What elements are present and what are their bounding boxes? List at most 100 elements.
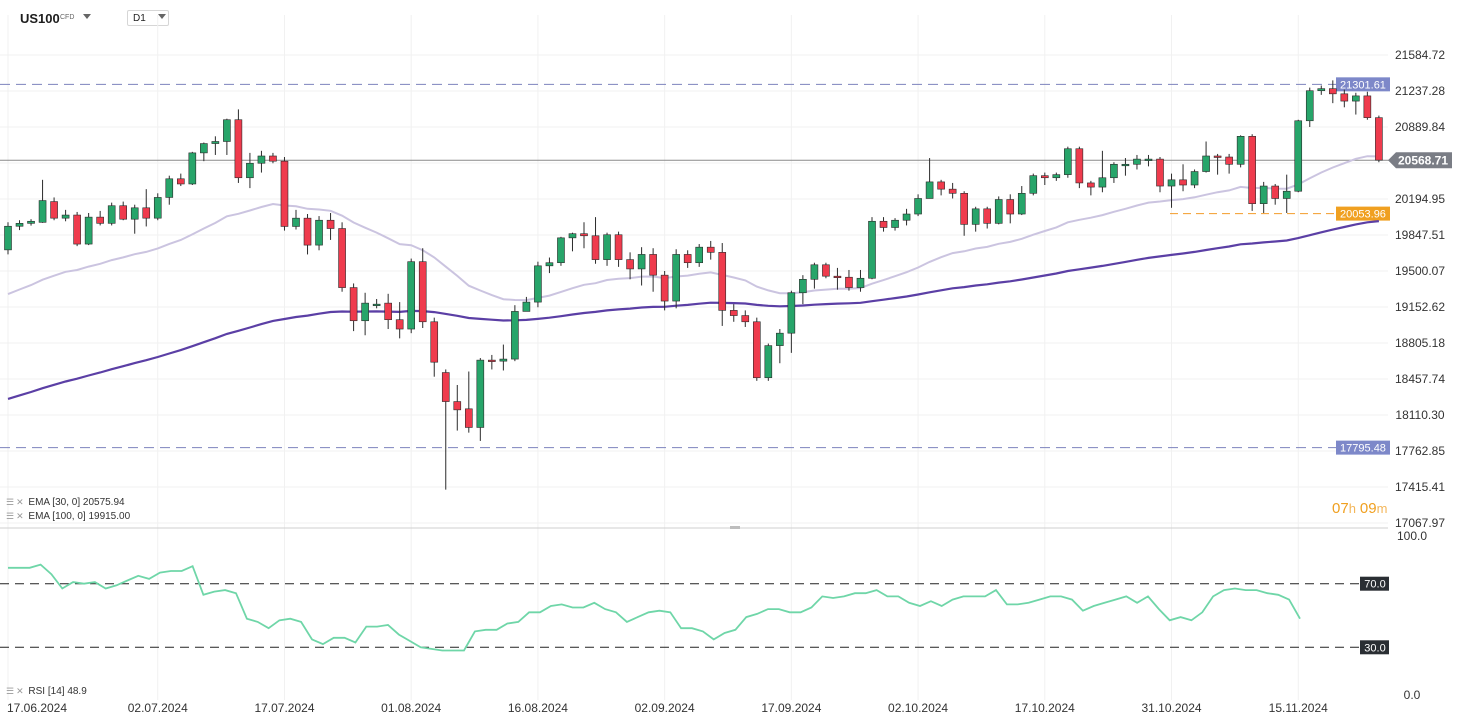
candle-body <box>1259 185 1268 204</box>
candle <box>246 152 254 189</box>
candle-body <box>1294 120 1303 192</box>
candle-body <box>453 401 462 411</box>
timeframe-chevron-down-icon[interactable] <box>158 14 166 19</box>
candle-body <box>660 274 669 302</box>
rsi-label: RSI [14] 48.9 <box>28 686 87 697</box>
candle <box>522 296 531 312</box>
candle <box>234 109 243 183</box>
candle-body <box>557 237 565 264</box>
symbol-chevron-down-icon[interactable] <box>83 14 91 19</box>
candle <box>223 118 231 155</box>
y-tick-label: 19152.62 <box>1395 300 1445 314</box>
candle-body <box>879 220 888 228</box>
candle <box>902 208 911 226</box>
candle-body <box>4 225 12 251</box>
candle <box>810 262 819 289</box>
candle <box>211 136 220 155</box>
timeframe-selector[interactable]: D1 <box>127 10 169 26</box>
candle-body <box>223 119 231 142</box>
candle-body <box>649 254 657 276</box>
y-tick-label: 17415.41 <box>1395 480 1445 494</box>
candle-body <box>637 254 646 270</box>
candle-body <box>361 302 369 322</box>
x-tick-label: 02.09.2024 <box>635 701 695 715</box>
y-tick-label: 17067.97 <box>1395 516 1445 530</box>
candle <box>395 302 404 339</box>
level-label: 21301.61 <box>1340 79 1386 91</box>
candle <box>361 292 369 336</box>
candle <box>107 202 116 226</box>
candle-body <box>534 265 542 303</box>
candle-body <box>799 278 807 294</box>
candle <box>499 344 508 371</box>
candle-body <box>776 332 784 346</box>
ema100-legend[interactable]: ☰ ✕ EMA [100, 0] 19915.00 <box>6 511 130 522</box>
candle-body <box>1121 163 1130 167</box>
candle <box>1271 183 1279 205</box>
candle <box>177 173 185 187</box>
candle-body <box>1352 95 1360 102</box>
candle-body <box>107 205 116 224</box>
candle-body <box>50 201 58 219</box>
menu-icon[interactable]: ☰ <box>6 511 15 521</box>
candle-body <box>603 234 611 260</box>
candle <box>1167 173 1176 208</box>
close-icon[interactable]: ✕ <box>16 511 24 521</box>
rsi-legend[interactable]: ☰ ✕ RSI [14] 48.9 <box>6 686 87 697</box>
candle-body <box>1098 177 1107 188</box>
y-tick-label: 19847.51 <box>1395 228 1445 242</box>
symbol-selector[interactable]: US100 <box>20 11 60 26</box>
candle <box>119 201 127 221</box>
ema100-label: EMA [100, 0] 19915.00 <box>28 511 131 522</box>
candle <box>1087 180 1095 196</box>
y-tick-label: 20194.95 <box>1395 192 1445 206</box>
candle <box>50 197 58 221</box>
candle <box>776 329 784 364</box>
candle-body <box>752 321 761 379</box>
candle-body <box>84 216 93 245</box>
candle <box>1006 194 1015 224</box>
candle-body <box>407 261 416 330</box>
candle <box>349 283 358 332</box>
candle <box>1110 162 1118 183</box>
candle-body <box>1190 171 1199 186</box>
candle <box>534 261 542 308</box>
candle-countdown: 07h 09m <box>1332 500 1391 517</box>
ema30-legend[interactable]: ☰ ✕ EMA [30, 0] 20575.94 <box>6 497 125 508</box>
candle-body <box>741 315 750 323</box>
candle-body <box>1006 199 1015 215</box>
close-icon[interactable]: ✕ <box>16 686 24 696</box>
candle <box>511 305 519 362</box>
candle-body <box>430 321 439 363</box>
candle-body <box>522 301 531 312</box>
candle-body <box>511 311 519 360</box>
candle <box>960 191 968 236</box>
candle <box>1202 141 1210 173</box>
candle <box>787 290 796 353</box>
menu-icon[interactable]: ☰ <box>6 497 15 507</box>
candle-body <box>234 119 243 179</box>
candle-body <box>488 359 496 362</box>
candle-body <box>1213 155 1222 158</box>
candle <box>706 240 715 260</box>
candle <box>4 222 12 255</box>
candle-body <box>868 220 876 279</box>
candle-body <box>1271 185 1279 199</box>
candle-body <box>1144 158 1153 161</box>
candle-body <box>1340 93 1349 102</box>
candle-body <box>810 264 819 280</box>
candle <box>96 210 104 226</box>
close-icon[interactable]: ✕ <box>16 497 24 507</box>
candle-body <box>718 252 727 311</box>
candle <box>407 258 416 334</box>
candle <box>568 232 577 252</box>
candle <box>741 310 750 327</box>
candle <box>1098 150 1107 193</box>
candle <box>1305 87 1314 127</box>
candle <box>1075 146 1084 189</box>
menu-icon[interactable]: ☰ <box>6 686 15 696</box>
candle <box>153 193 162 221</box>
candle <box>384 293 392 330</box>
candle <box>971 206 980 232</box>
